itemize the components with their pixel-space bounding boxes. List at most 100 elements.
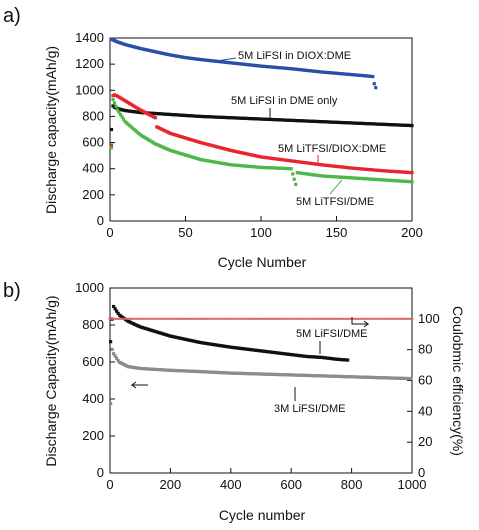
- ce-point: [395, 317, 399, 320]
- ce-point: [307, 317, 311, 320]
- data-point: [112, 352, 116, 356]
- panel-a: a) 0 50 100 150 200 0 200 400 600 800 1000 1200 1400…: [3, 5, 423, 270]
- ce-point: [208, 317, 212, 320]
- ce-point: [202, 317, 206, 320]
- ce-point: [238, 317, 242, 320]
- ce-point: [190, 317, 194, 320]
- data-point: [115, 356, 119, 360]
- data-point: [109, 143, 114, 147]
- ce-point: [322, 317, 326, 320]
- data-point: [116, 311, 120, 316]
- annotation-pointer-diox-dme-lifsi: [209, 57, 237, 63]
- data-point: [118, 112, 123, 117]
- panel-a-y-axis-label: Discharge capacity(mAh/g): [43, 46, 59, 214]
- x-tick-label: 800: [341, 477, 363, 492]
- ce-point: [316, 317, 320, 320]
- arrow-left-axis-icon: [130, 381, 148, 389]
- y-tick-label: 1400: [75, 30, 104, 45]
- ce-point: [319, 317, 323, 320]
- annotation-litfsi-diox-dme: 5M LiTFSI/DIOX:DME: [278, 143, 386, 155]
- data-point: [115, 309, 119, 313]
- data-point: [291, 172, 295, 176]
- ce-point: [253, 317, 257, 320]
- ce-point: [211, 317, 215, 320]
- data-point: [111, 97, 115, 102]
- ce-point: [407, 317, 411, 320]
- y-tick-label: 1200: [75, 56, 104, 71]
- x-tick-label: 600: [280, 477, 302, 492]
- ce-point: [120, 317, 124, 320]
- data-point: [294, 182, 298, 186]
- y-tick-label: 0: [97, 213, 104, 228]
- ce-point: [386, 317, 390, 320]
- data-point: [410, 123, 414, 128]
- ce-point: [271, 317, 275, 320]
- data-point: [153, 116, 157, 120]
- ce-point: [117, 317, 121, 320]
- ce-point: [156, 317, 160, 320]
- ce-point: [199, 317, 203, 320]
- data-point: [292, 177, 296, 181]
- y-tick-label: 800: [82, 317, 104, 332]
- ce-point: [374, 317, 378, 320]
- panel-b-series: [108, 304, 414, 406]
- data-point: [112, 304, 116, 309]
- ce-point: [277, 317, 281, 320]
- ce-point: [392, 317, 396, 320]
- arrow-right-axis-icon: [351, 317, 370, 328]
- ce-point: [138, 317, 142, 320]
- ce-point: [262, 317, 266, 320]
- panel-b: b) 0 200 400 600 800 100002004006008001000020…: [3, 280, 466, 523]
- panel-b-y-axis-label: Discharge Capacity(mAh/g): [43, 295, 59, 466]
- series-3: [109, 97, 414, 186]
- ce-point: [338, 317, 342, 320]
- y-tick-label: 400: [82, 391, 104, 406]
- data-point: [346, 358, 350, 362]
- ce-point: [132, 317, 136, 320]
- ce-point: [126, 317, 130, 320]
- ce-point: [220, 317, 224, 320]
- ce-point: [247, 317, 251, 320]
- right-y-tick-label: 0: [418, 465, 425, 480]
- ce-point: [347, 317, 351, 320]
- x-tick-label: 200: [160, 477, 182, 492]
- data-point: [109, 340, 113, 344]
- ce-point: [147, 317, 151, 320]
- ce-point: [153, 317, 157, 320]
- ce-point: [356, 317, 360, 320]
- ce-point: [292, 317, 296, 320]
- ce-point: [244, 317, 248, 320]
- ce-point: [259, 317, 263, 320]
- ce-point: [335, 317, 338, 320]
- ce-point: [328, 317, 332, 320]
- ce-point: [341, 317, 345, 320]
- data-point: [409, 377, 413, 381]
- ce-point: [235, 317, 239, 320]
- right-y-tick-label: 100: [418, 311, 440, 326]
- data-point: [109, 146, 114, 150]
- ce-point: [304, 317, 308, 320]
- series-1: [109, 347, 413, 406]
- ce-point: [111, 317, 115, 320]
- x-tick-label: 150: [326, 225, 348, 240]
- y-tick-label: 600: [82, 354, 104, 369]
- y-tick-label: 0: [97, 465, 104, 480]
- ce-point: [398, 317, 402, 320]
- ce-point: [205, 317, 209, 320]
- ce-point: [404, 317, 408, 320]
- y-tick-label: 1000: [75, 280, 104, 295]
- data-point: [410, 171, 414, 175]
- x-tick-label: 0: [106, 477, 113, 492]
- ce-point: [353, 317, 357, 320]
- series-2: [108, 317, 414, 320]
- data-point: [113, 354, 117, 358]
- ce-point: [298, 317, 302, 320]
- annotation-3m-lifsi-dme: 3M LiFSI/DME: [274, 403, 346, 415]
- ce-point: [196, 317, 200, 320]
- ce-point: [232, 317, 236, 320]
- y-tick-label: 1000: [75, 82, 104, 97]
- ce-point: [165, 317, 169, 320]
- data-point: [113, 307, 117, 311]
- annotation-pointer-litfsi-dme: [329, 179, 343, 195]
